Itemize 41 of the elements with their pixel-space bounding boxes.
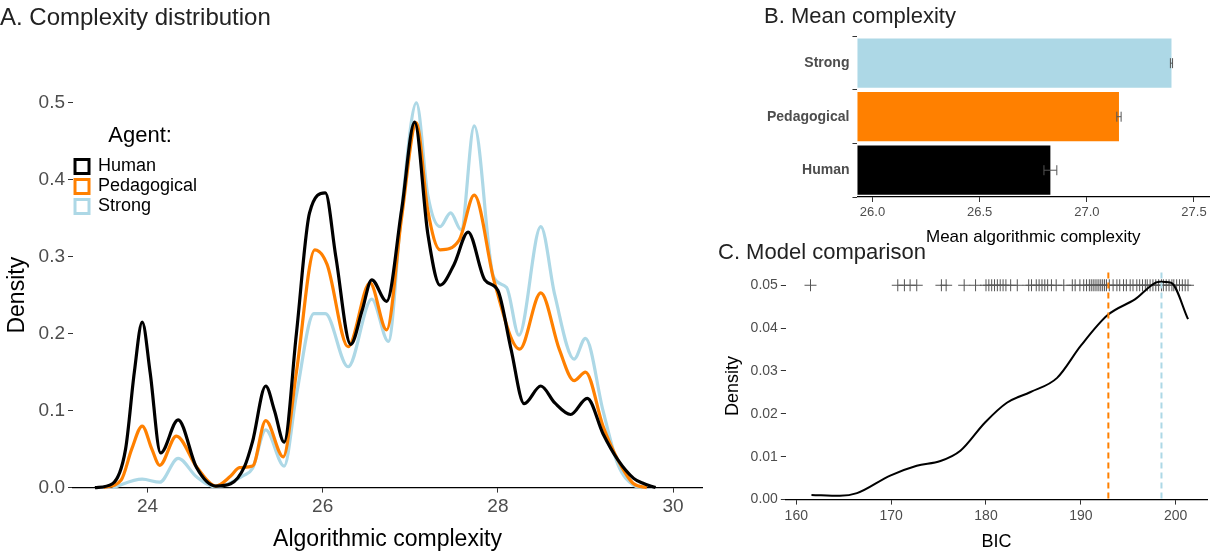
x-tick-label: 170 xyxy=(879,506,904,523)
x-tick-label: 27.5 xyxy=(1181,204,1207,220)
y-tick-label: 0.04 xyxy=(750,318,779,335)
y-tick-label: Strong xyxy=(804,54,850,71)
legend-label: Strong xyxy=(98,195,152,216)
x-tick-label: 180 xyxy=(974,506,998,523)
y-tick-label: 0.3 xyxy=(38,244,66,266)
x-tick-label: 26.5 xyxy=(966,204,993,220)
x-tick-label: 28 xyxy=(487,495,509,517)
line-series xyxy=(810,280,1190,497)
x-tick-label: 24 xyxy=(136,495,159,517)
y-tick-label: 0.05 xyxy=(750,276,779,293)
chart-title: A. Complexity distribution xyxy=(0,3,271,31)
y-axis-title: Density xyxy=(721,355,742,417)
x-tick-label: 200 xyxy=(1164,506,1188,523)
x-tick-label: 190 xyxy=(1069,506,1093,523)
legend-title: Agent: xyxy=(108,122,172,148)
chart-title: B. Mean complexity xyxy=(764,3,956,29)
y-axis-title: Density xyxy=(3,256,30,334)
legend-label: Pedagogical xyxy=(98,175,198,196)
y-tick-label: Human xyxy=(802,161,850,178)
y-tick-label: 0.03 xyxy=(750,361,779,378)
y-tick-label: 0.4 xyxy=(38,167,66,189)
y-tick-label: 0.2 xyxy=(38,321,66,343)
chart-title: C. Model comparison xyxy=(718,239,926,265)
y-tick-label: 0.0 xyxy=(38,475,66,497)
x-tick-label: 26 xyxy=(312,495,334,517)
y-tick-label: 0.1 xyxy=(38,398,66,420)
x-tick-label: 27.0 xyxy=(1074,204,1100,220)
x-axis-title: Mean algorithmic complexity xyxy=(926,227,1141,247)
x-axis-title: Algorithmic complexity xyxy=(273,524,503,551)
legend-label: Human xyxy=(98,155,157,176)
y-tick-label: 0.5 xyxy=(38,91,66,113)
y-tick-label: 0.02 xyxy=(750,404,779,421)
y-tick-label: 0.01 xyxy=(750,447,779,464)
x-axis-title: BIC xyxy=(981,531,1012,552)
y-tick-label: Pedagogical xyxy=(767,107,850,124)
y-tick-label: 0.00 xyxy=(750,490,779,507)
x-tick-label: 26.0 xyxy=(859,204,886,220)
x-tick-label: 30 xyxy=(662,495,684,517)
x-tick-label: 160 xyxy=(784,506,809,523)
